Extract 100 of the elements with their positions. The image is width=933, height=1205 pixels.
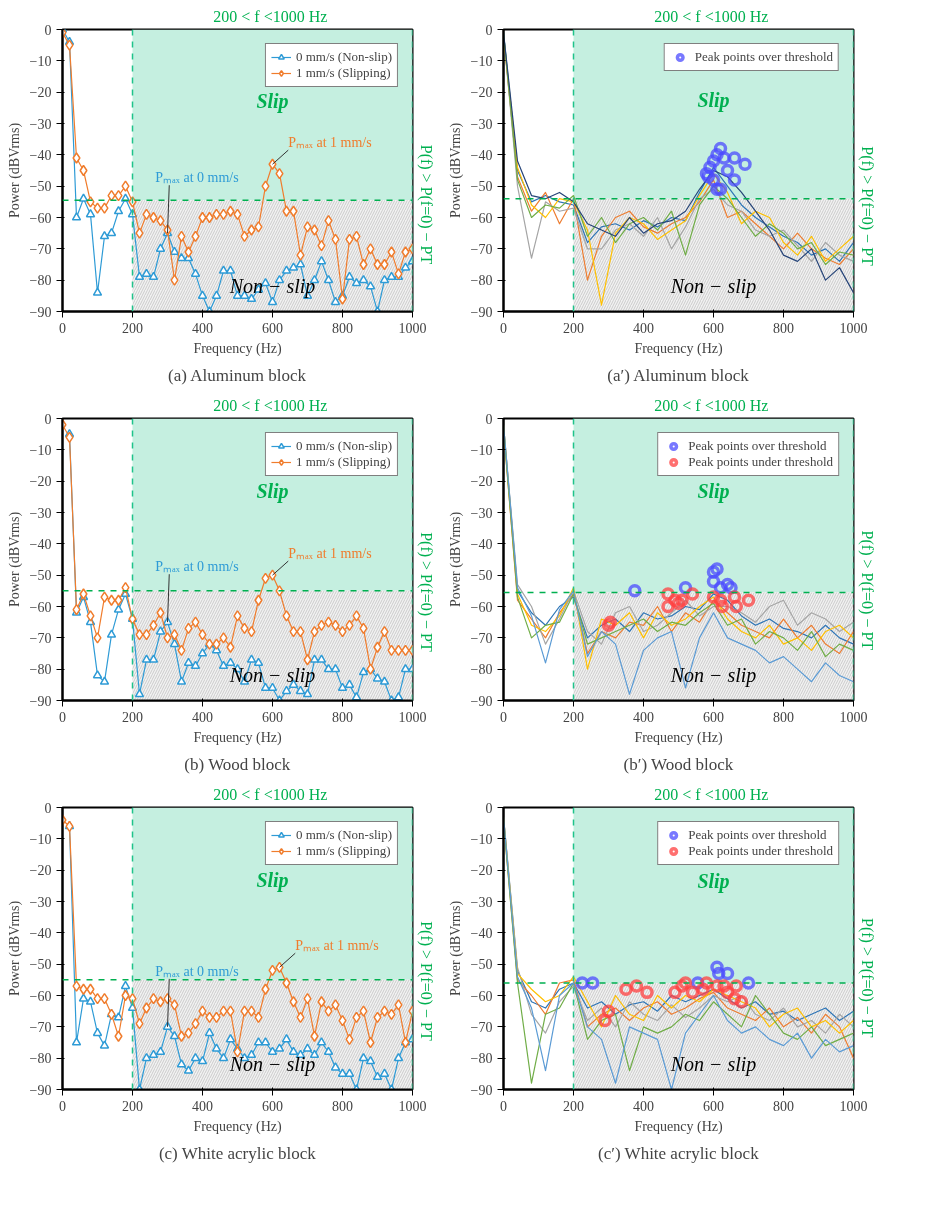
text: (b) Wood block	[184, 754, 291, 774]
legend-label: Peak points under threshold	[688, 843, 833, 859]
y-tick-label: −80	[470, 273, 493, 289]
y-tick-label: −20	[470, 863, 493, 879]
y-tick-label: −80	[470, 1051, 493, 1067]
x-tick-label: 600	[262, 1098, 283, 1114]
legend-label: Peak points over threshold	[688, 438, 827, 454]
text: (c′) White acrylic block	[598, 1143, 760, 1163]
y-tick-label: 0	[44, 22, 52, 38]
band-label: 200 < f <1000 Hz	[213, 7, 328, 25]
y-tick-label: −20	[470, 85, 493, 101]
y-tick-label: −60	[29, 599, 52, 615]
x-tick-label: 0	[500, 1098, 507, 1114]
y-tick-label: −90	[470, 304, 493, 320]
text: (a) Aluminum block	[168, 365, 307, 385]
x-tick-label: 800	[773, 1098, 794, 1114]
y-axis-title: Power (dBVrms)	[6, 511, 23, 608]
y-tick-label: −70	[29, 630, 52, 646]
x-tick-label: 1000	[398, 709, 427, 725]
y-tick-label: −90	[29, 1082, 52, 1098]
legend-label: 1 mm/s (Slipping)	[295, 65, 391, 81]
y-tick-label: −50	[470, 568, 493, 584]
band-label: 200 < f <1000 Hz	[213, 785, 328, 803]
text: P(f) > P(f=0) − PT	[416, 921, 435, 1041]
x-tick-label: 0	[500, 320, 507, 336]
x-tick-label: 800	[332, 320, 353, 336]
y-axis-title: Power (dBVrms)	[6, 900, 23, 997]
band-label: 200 < f <1000 Hz	[654, 7, 769, 25]
x-axis-title: Frequency (Hz)	[634, 340, 723, 357]
x-tick-label: 400	[633, 1098, 654, 1114]
annotation: Pₘₐₓ at 1 mm/s	[288, 546, 372, 562]
y-tick-label: 0	[44, 411, 52, 427]
x-tick-label: 600	[703, 709, 724, 725]
annotation: Pₘₐₓ at 1 mm/s	[288, 135, 372, 151]
y-tick-label: −30	[470, 505, 493, 521]
y-tick-label: −10	[29, 442, 52, 458]
x-tick-label: 400	[192, 320, 213, 336]
y-tick-label: −70	[29, 1019, 52, 1035]
x-tick-label: 400	[633, 320, 654, 336]
y-tick-label: −80	[29, 662, 52, 678]
y-tick-label: 0	[485, 411, 493, 427]
band-label: 200 < f <1000 Hz	[654, 396, 769, 414]
text: P(f) > P(f=0) − PT	[857, 530, 876, 651]
x-tick-label: 200	[563, 1098, 584, 1114]
x-tick-label: 600	[703, 1098, 724, 1114]
x-tick-label: 1000	[398, 1098, 427, 1114]
y-tick-label: −90	[29, 693, 52, 709]
annotation: Slip	[256, 479, 289, 503]
y-tick-label: −50	[29, 179, 52, 195]
legend-label: 1 mm/s (Slipping)	[295, 454, 391, 470]
y-tick-label: −30	[29, 894, 52, 910]
x-tick-label: 200	[122, 709, 143, 725]
legend-label: 0 mm/s (Non-slip)	[295, 827, 392, 843]
y-tick-label: −30	[29, 116, 52, 132]
text: (b′) Wood block	[623, 754, 734, 774]
band-label: 200 < f <1000 Hz	[213, 396, 328, 414]
x-tick-label: 0	[500, 709, 507, 725]
annotation: Non − slip	[228, 1053, 316, 1077]
y-tick-label: −20	[29, 863, 52, 879]
annotation: Pₘₐₓ at 1 mm/s	[295, 938, 379, 954]
x-tick-label: 200	[122, 320, 143, 336]
y-tick-label: 0	[485, 800, 493, 816]
y-tick-label: −10	[470, 442, 493, 458]
x-tick-label: 200	[122, 1098, 143, 1114]
x-axis-title: Frequency (Hz)	[193, 1118, 282, 1135]
y-tick-label: −60	[470, 988, 493, 1004]
annotation: Pₘₐₓ at 0 mm/s	[155, 963, 239, 979]
y-tick-label: −40	[470, 536, 493, 552]
band-label: 200 < f <1000 Hz	[654, 785, 769, 803]
y-axis-title: Power (dBVrms)	[447, 511, 464, 608]
x-tick-label: 1000	[839, 1098, 868, 1114]
y-tick-label: −60	[29, 210, 52, 226]
legend-label: Peak points over threshold	[688, 827, 827, 843]
annotation: Non − slip	[669, 1053, 757, 1077]
y-axis-title: Power (dBVrms)	[6, 122, 23, 219]
x-tick-label: 600	[262, 320, 283, 336]
x-tick-label: 0	[59, 709, 66, 725]
annotation: Slip	[697, 89, 730, 112]
x-axis-title: Frequency (Hz)	[193, 729, 282, 746]
x-tick-label: 800	[773, 320, 794, 336]
annotation: Slip	[256, 89, 289, 113]
annotation: Pₘₐₓ at 0 mm/s	[155, 559, 239, 575]
y-tick-label: −40	[470, 925, 493, 941]
text: P(f) > P(f=0) − PT	[416, 144, 435, 265]
text: (a′) Aluminum block	[607, 365, 750, 385]
y-tick-label: 0	[44, 800, 52, 816]
annotation: Non − slip	[669, 275, 757, 299]
y-tick-label: −20	[29, 474, 52, 490]
annotation: Slip	[256, 868, 289, 892]
y-tick-label: −10	[29, 831, 52, 847]
x-tick-label: 0	[59, 1098, 66, 1114]
x-tick-label: 1000	[398, 320, 427, 336]
text: (c) White acrylic block	[158, 1143, 317, 1163]
y-tick-label: −90	[470, 693, 493, 709]
x-tick-label: 800	[773, 709, 794, 725]
x-tick-label: 600	[262, 709, 283, 725]
legend-label: 0 mm/s (Non-slip)	[295, 49, 392, 65]
y-tick-label: −50	[29, 568, 52, 584]
y-tick-label: 0	[485, 22, 493, 38]
y-tick-label: −10	[29, 53, 52, 69]
